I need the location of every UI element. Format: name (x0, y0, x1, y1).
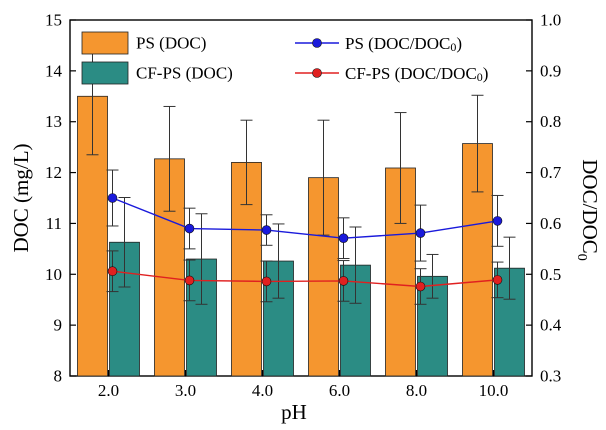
legend-marker (312, 68, 322, 78)
x-tick-label: 6.0 (329, 381, 350, 400)
data-point-cf-ps-ratio (184, 275, 195, 286)
data-point-cf-ps-ratio (492, 275, 503, 285)
legend-swatch (81, 31, 129, 55)
legend-label: PS (DOC/DOC0) (345, 34, 462, 55)
y-tick-label-right: 0.4 (540, 316, 562, 335)
y-tick-label-right: 0.9 (540, 61, 561, 80)
x-axis-title: pH (281, 400, 307, 424)
y-tick-label-left: 9 (54, 316, 63, 335)
y-axis-title-right-main: DOC/DOC (578, 159, 602, 254)
y-tick-label-right: 0.8 (540, 112, 561, 131)
x-tick-label: 2.0 (98, 381, 119, 400)
data-point-cf-ps-ratio (338, 276, 349, 286)
y-tick-label-left: 10 (45, 265, 62, 284)
y-tick-label-left: 11 (46, 214, 62, 233)
data-point-ps-ratio (261, 225, 272, 235)
y-axis-title-left: DOC (mg/L) (9, 143, 33, 252)
y-axis-title-right: DOC/DOC0 (574, 159, 602, 261)
y-tick-label-left: 15 (45, 11, 62, 30)
y-axis-title-right-subscript: 0 (574, 254, 589, 261)
data-point-cf-ps-ratio (261, 276, 272, 287)
legend-label: PS (DOC) (136, 34, 206, 53)
data-point-cf-ps-ratio (415, 281, 426, 292)
y-tick-label-right: 0.7 (540, 163, 562, 182)
x-tick-label: 10.0 (479, 381, 509, 400)
plot-frame (69, 19, 533, 377)
y-tick-label-left: 14 (45, 61, 63, 80)
series-line-cf-ps-ratio (112, 270, 498, 288)
x-tick-label: 3.0 (175, 381, 196, 400)
legend-label: CF-PS (DOC/DOC0) (345, 64, 488, 85)
x-tick-label: 4.0 (252, 381, 273, 400)
series-line-ps-ratio (112, 197, 498, 239)
y-tick-label-left: 13 (45, 112, 62, 131)
data-point-ps-ratio (107, 193, 118, 203)
chart-marks: 8 9 10 11 12 13 14 15 0.3 0.4 0.5 0.6 0.7 0.8 0.9 1.0 2.… (45, 11, 562, 401)
y-tick-label-right: 1.0 (540, 11, 561, 30)
data-point-ps-ratio (338, 233, 349, 243)
data-point-cf-ps-ratio (107, 266, 118, 277)
y-tick-label-left: 12 (45, 163, 62, 182)
y-tick-label-right: 0.6 (540, 214, 561, 233)
legend-marker (312, 38, 322, 48)
y-tick-label-right: 0.5 (540, 265, 561, 284)
data-point-ps-ratio (415, 228, 426, 238)
legend-swatch (81, 61, 129, 85)
y-tick-label-right: 0.3 (540, 367, 561, 386)
data-point-ps-ratio (492, 216, 503, 226)
data-point-ps-ratio (184, 223, 195, 234)
y-tick-label-left: 8 (54, 367, 63, 386)
legend-label: CF-PS (DOC) (136, 64, 233, 83)
x-tick-label: 8.0 (406, 381, 427, 400)
